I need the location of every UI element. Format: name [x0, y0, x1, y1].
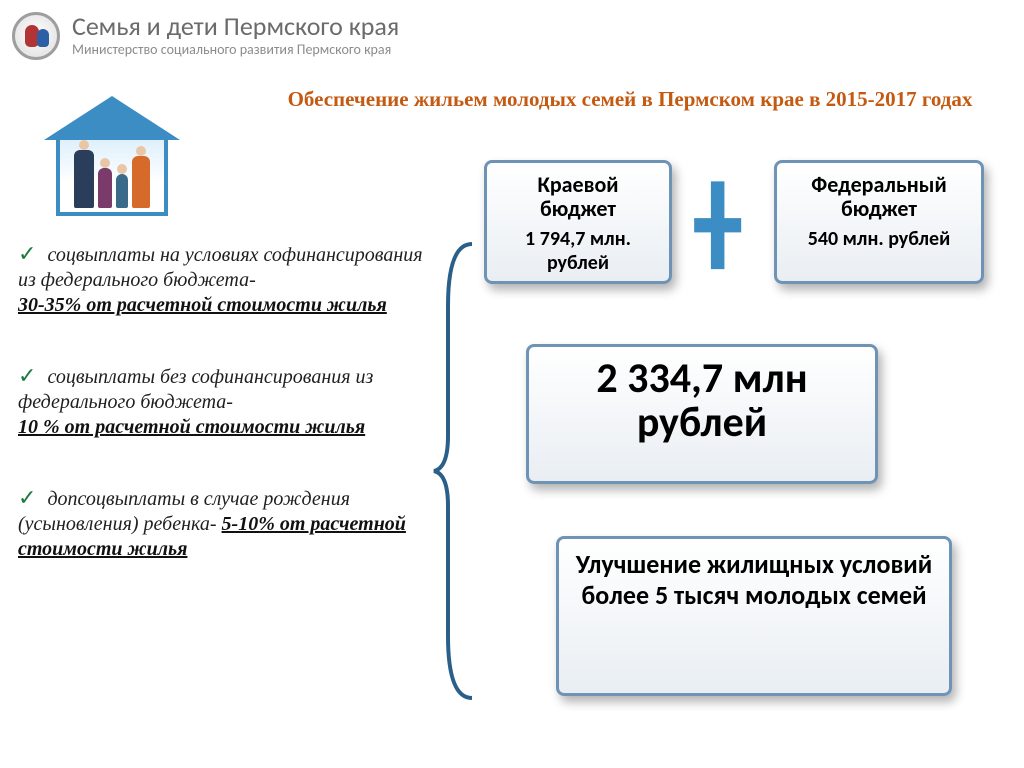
bullet-emph: 10 % от расчетной стоимости жилья: [18, 416, 365, 438]
header: Семья и дети Пермского края Министерство…: [0, 0, 1024, 72]
card-result: Улучшение жилищных условий более 5 тысяч…: [556, 536, 952, 696]
card-text: Улучшение жилищных условий более 5 тысяч…: [571, 549, 937, 611]
house-family-icon: [32, 96, 192, 226]
page-title: Обеспечение жильем молодых семей в Пермс…: [270, 86, 990, 112]
bullet-item: ✓ соцвыплаты на условиях софинансировани…: [18, 240, 428, 318]
bullet-list: ✓ соцвыплаты на условиях софинансировани…: [18, 240, 428, 606]
card-regional-budget: Краевой бюджет 1 794,7 млн. рублей: [484, 160, 672, 284]
header-subtitle: Министерство социального развития Пермск…: [72, 41, 399, 58]
check-icon: ✓: [18, 362, 36, 390]
card-value: 540 млн. рублей: [789, 227, 969, 251]
card-label: Федеральный бюджет: [789, 173, 969, 221]
logo-icon: [12, 12, 60, 60]
card-federal-budget: Федеральный бюджет 540 млн. рублей: [774, 160, 984, 284]
card-total: 2 334,7 млн рублей: [526, 344, 878, 484]
bullet-emph: 30-35% от расчетной стоимости жилья: [18, 294, 387, 316]
budget-diagram: Краевой бюджет 1 794,7 млн. рублей ╋ Фед…: [470, 160, 1010, 740]
bullet-intro: соцвыплаты на условиях софинансирования …: [18, 244, 423, 291]
bullet-item: ✓ допсоцвыплаты в случае рождения (усыно…: [18, 484, 428, 562]
card-label: Краевой бюджет: [499, 173, 657, 221]
check-icon: ✓: [18, 484, 36, 512]
bullet-intro: соцвыплаты без софинансирования из федер…: [18, 366, 373, 413]
plus-icon: ╋: [696, 190, 739, 262]
card-value: 2 334,7 млн рублей: [541, 357, 863, 445]
header-text: Семья и дети Пермского края Министерство…: [72, 13, 399, 57]
header-title: Семья и дети Пермского края: [72, 13, 399, 40]
bullet-item: ✓ соцвыплаты без софинансирования из фед…: [18, 362, 428, 440]
card-value: 1 794,7 млн. рублей: [499, 227, 657, 275]
check-icon: ✓: [18, 240, 36, 268]
